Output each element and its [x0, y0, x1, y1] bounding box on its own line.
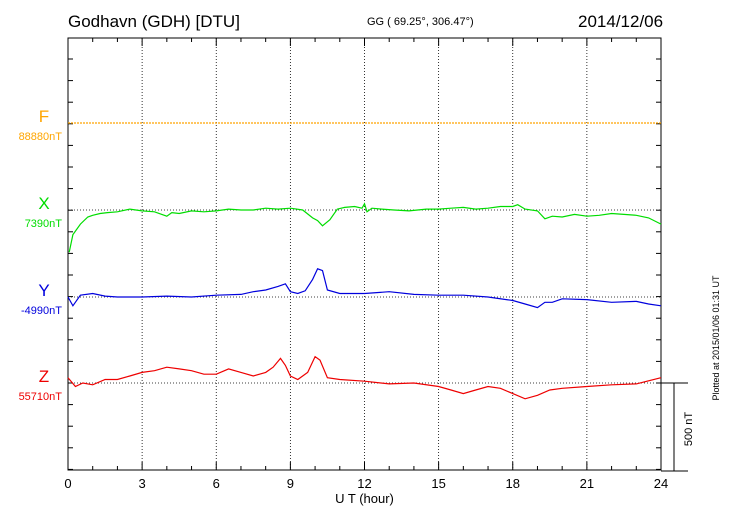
series-y-label: Y [38, 281, 49, 300]
geographic-coordinates: GG ( 69.25°, 306.47°) [367, 16, 474, 28]
date-label: 2014/12/06 [578, 12, 664, 31]
x-tick-label: 0 [64, 476, 71, 491]
x-tick-label: 18 [506, 476, 520, 491]
series-f-baseline-label: 88880nT [19, 131, 63, 143]
series-x-label: X [38, 194, 49, 213]
series-x-baseline-label: 7390nT [25, 218, 63, 230]
series-z-label: Z [39, 367, 49, 386]
series-x-line [68, 202, 662, 253]
scale-bar-label: 500 nT [683, 412, 695, 447]
series-y-baseline-label: -4990nT [21, 305, 62, 317]
series-f-label: F [39, 107, 49, 126]
x-axis-label: U T (hour) [335, 491, 394, 506]
x-tick-label: 24 [654, 476, 668, 491]
x-tick-label: 9 [287, 476, 294, 491]
x-tick-label: 6 [213, 476, 220, 491]
series-z-line [67, 355, 662, 400]
plotted-timestamp: Plotted at 2015/01/06 01:31 UT [711, 275, 721, 401]
x-tick-label: 12 [357, 476, 371, 491]
station-title: Godhavn (GDH) [DTU] [68, 12, 240, 31]
x-tick-label: 21 [580, 476, 594, 491]
x-tick-label: 3 [139, 476, 146, 491]
series-y-line [67, 268, 662, 309]
x-tick-label: 15 [431, 476, 445, 491]
series-z-baseline-label: 55710nT [19, 391, 63, 403]
